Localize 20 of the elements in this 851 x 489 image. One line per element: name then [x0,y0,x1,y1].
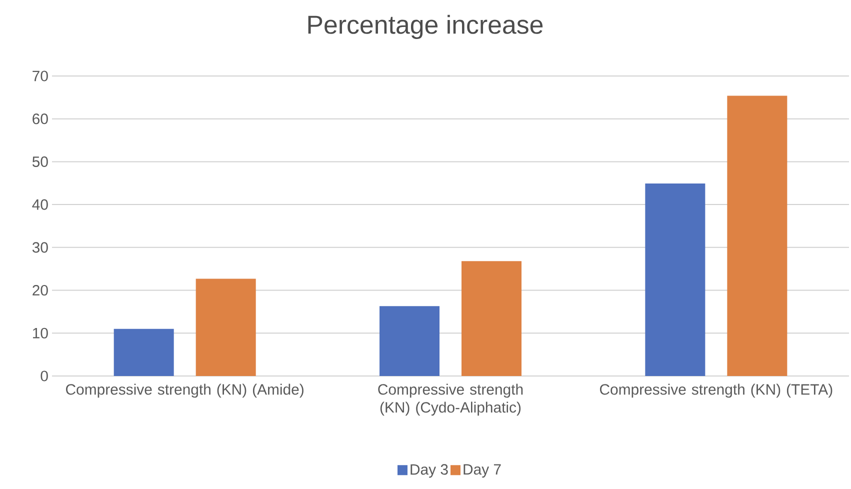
y-tick-label: 40 [32,199,48,210]
y-tick-label: 20 [32,284,48,296]
x-tick-label: Compressive strength (KN) (TETA) [600,384,832,398]
bar [645,184,706,376]
y-tick-label: 10 [33,328,48,338]
legend-label: Day 7 [464,464,501,478]
bar [462,261,522,376]
bar [196,278,256,376]
bar [114,328,174,376]
y-tick-label: 70 [32,70,48,82]
legend-label: Day 3 [410,464,448,478]
y-tick-label: 60 [32,114,48,124]
x-tick-label: Compressive strength (KN) (Cydo-Aliphatic) [378,384,523,416]
x-tick-label: Compressive strength (KN) (Amide) [66,384,304,398]
bar [727,96,788,376]
y-tick-label: 50 [32,156,48,167]
chart-title: Percentage increase [308,14,543,40]
y-tick-label: 30 [32,242,48,253]
y-tick-label: 0 [40,370,48,382]
bar [380,306,440,376]
